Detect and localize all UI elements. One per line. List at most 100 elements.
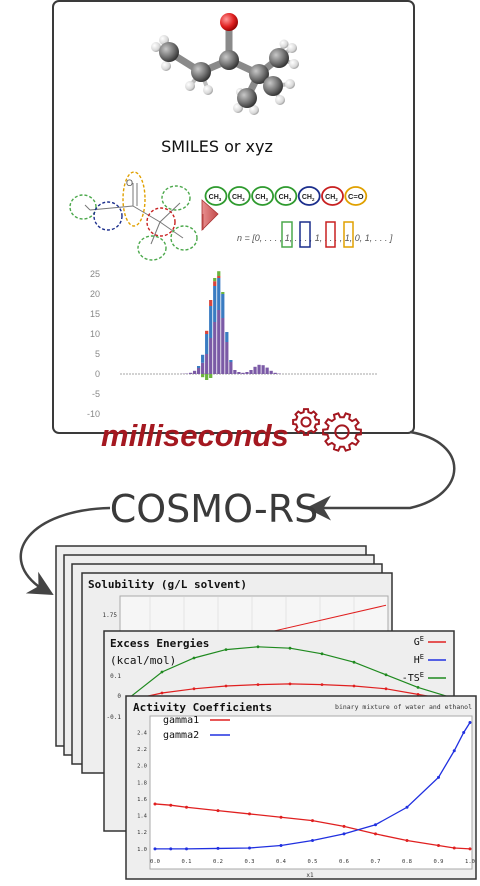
sigma-y-tick: 5 (95, 349, 100, 359)
excess-point (321, 652, 324, 655)
sigma-bar (213, 322, 216, 374)
activity-point (280, 844, 283, 847)
activity-x-tick: 0.7 (371, 859, 381, 865)
sigma-bar (217, 276, 220, 278)
activity-y-tick: 1.4 (137, 814, 148, 820)
top-to-cosmo-arrow (316, 432, 454, 508)
activity-x-tick: 0.0 (150, 859, 160, 865)
excess-y-tick: -0.1 (107, 714, 122, 721)
activity-point (469, 847, 472, 850)
sigma-bar (217, 278, 220, 310)
sigma-bar (237, 372, 240, 374)
activity-x-tick: 0.2 (213, 859, 223, 865)
activity-x-axis-label: x1 (306, 872, 314, 879)
activity-y-tick: 2.4 (137, 730, 148, 736)
group-chip-label: C=O (348, 192, 364, 201)
activity-point (154, 802, 157, 805)
activity-x-tick: 0.9 (434, 859, 444, 865)
sigma-bar (241, 373, 244, 374)
activity-point (469, 721, 472, 724)
sigma-bar (229, 362, 232, 374)
activity-point (343, 825, 346, 828)
activity-y-tick: 1.0 (137, 847, 147, 853)
activity-point (343, 832, 346, 835)
excess-point (321, 683, 324, 686)
activity-x-tick: 0.1 (182, 859, 192, 865)
excess-point (385, 673, 388, 676)
excess-point (257, 683, 260, 686)
activity-point (248, 812, 251, 815)
activity-y-tick: 2.0 (137, 764, 147, 770)
solubility-y-tick: 1.75 (103, 612, 118, 619)
activity-point (185, 847, 188, 850)
activity-point (169, 804, 172, 807)
activity-legend-label: gamma2 (163, 730, 199, 741)
activity-point (248, 847, 251, 850)
sigma-y-tick: 0 (95, 369, 100, 379)
excess-point (161, 671, 164, 674)
solubility-title: Solubility (g/L solvent) (88, 578, 247, 591)
excess-point (161, 692, 164, 695)
sigma-bar (209, 338, 212, 374)
excess-point (257, 645, 260, 648)
timing-label: milliseconds (101, 418, 289, 453)
sigma-bar (201, 374, 204, 377)
sigma-bar (197, 368, 200, 374)
excess-title: Excess Energies (110, 637, 209, 650)
activity-x-tick: 0.8 (402, 859, 412, 865)
sigma-y-tick: 25 (90, 269, 100, 279)
activity-point (453, 847, 456, 850)
sigma-bar (217, 310, 220, 374)
activity-point (406, 806, 409, 809)
excess-y-tick: 0.1 (110, 673, 121, 680)
activity-y-tick: 1.8 (137, 780, 147, 786)
activity-point (154, 847, 157, 850)
sigma-bar (209, 374, 212, 378)
activity-point (437, 776, 440, 779)
excess-subtitle: (kcal/mol) (110, 654, 176, 667)
sigma-bar (209, 300, 212, 306)
sigma-bar (257, 365, 260, 374)
sigma-bar (261, 365, 264, 374)
excess-point (289, 647, 292, 650)
activity-subtitle: binary mixture of water and ethanol (335, 703, 472, 711)
excess-point (193, 687, 196, 690)
activity-point (280, 816, 283, 819)
sigma-bar (233, 370, 236, 374)
activity-x-tick: 0.3 (245, 859, 255, 865)
sigma-bar (225, 332, 228, 342)
sigma-y-tick: -5 (92, 389, 100, 399)
sigma-bar (225, 342, 228, 374)
sigma-bar (205, 334, 208, 354)
excess-point (417, 686, 420, 689)
activity-point (185, 806, 188, 809)
sigma-bar (201, 363, 204, 374)
sigma-bar (201, 355, 204, 363)
sigma-bar (274, 373, 277, 374)
sigma-y-tick: 10 (90, 329, 100, 339)
activity-point (169, 847, 172, 850)
sigma-y-tick: 15 (90, 309, 100, 319)
activity-legend-label: gamma1 (163, 715, 199, 726)
activity-y-tick: 2.2 (137, 747, 147, 753)
sigma-bar (229, 360, 232, 362)
group-vector-formula: n = [0, . . . , 1, . . . , 1, . . . , 1,… (237, 233, 393, 243)
activity-point (311, 819, 314, 822)
svg-text:O: O (126, 178, 133, 188)
activity-point (374, 832, 377, 835)
sigma-bar (221, 318, 224, 374)
activity-y-tick: 1.6 (137, 797, 147, 803)
activity-x-tick: 0.6 (339, 859, 349, 865)
sigma-bar (221, 292, 224, 294)
activity-x-tick: 0.4 (276, 859, 287, 865)
sigma-bar (245, 372, 248, 374)
excess-point (225, 648, 228, 651)
sigma-bar (209, 306, 212, 338)
activity-point (311, 839, 314, 842)
excess-point (353, 661, 356, 664)
excess-point (353, 685, 356, 688)
activity-coefficients-card: Activity Coefficients binary mixture of … (126, 696, 476, 879)
sigma-y-tick: 20 (90, 289, 100, 299)
sigma-bar (205, 374, 208, 380)
